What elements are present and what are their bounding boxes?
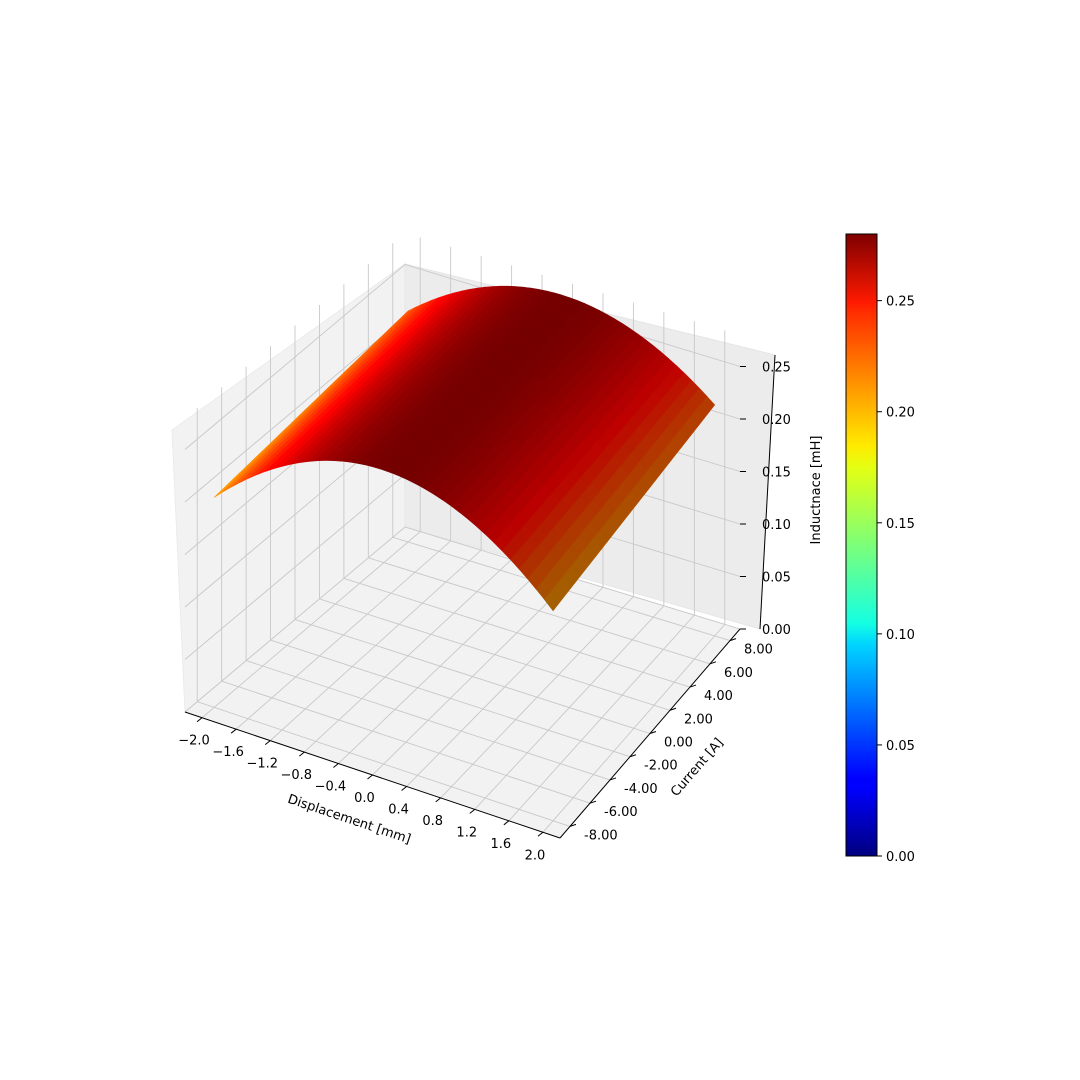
x-tick-mark — [264, 740, 271, 746]
x-tick-label: −1.2 — [246, 757, 278, 772]
y-tick-mark — [709, 661, 717, 665]
x-tick-mark — [230, 728, 237, 734]
x-tick-mark — [435, 797, 441, 803]
x-axis-label: Displacement [mm] — [286, 792, 413, 847]
y-tick-label: 6.00 — [724, 666, 753, 681]
x-tick-label: −2.0 — [178, 734, 210, 749]
y-tick-mark — [589, 800, 597, 804]
surface — [213, 285, 716, 612]
colorbar-tick-label: 0.15 — [886, 517, 915, 532]
y-tick-mark — [729, 638, 737, 642]
y-tick-label: -4.00 — [624, 782, 658, 797]
colorbar-gradient — [845, 233, 878, 857]
y-tick-label: -6.00 — [604, 805, 638, 820]
x-tick-mark — [196, 717, 203, 723]
x-tick-mark — [401, 786, 407, 791]
x-axis-ticks: −2.0−1.6−1.2−0.8−0.4 0.0 0.4 0.8 1.2 1.6 2.0 — [178, 717, 546, 863]
z-tick-label: 0.00 — [762, 623, 791, 638]
y-tick-label: 2.00 — [684, 712, 713, 727]
y-tick-mark — [629, 754, 637, 758]
x-tick-mark — [333, 763, 339, 768]
colorbar-tick-label: 0.00 — [886, 850, 915, 865]
x-tick-label: 0.8 — [422, 814, 443, 829]
x-tick-mark — [537, 831, 544, 837]
z-tick-label: 0.10 — [762, 518, 791, 533]
z-tick-label: 0.05 — [762, 571, 791, 586]
x-tick-label: −1.6 — [212, 745, 244, 760]
colorbar: 0.00 0.05 0.10 0.15 0.20 0.25 — [845, 233, 915, 865]
surface-face — [544, 592, 559, 612]
x-tick-label: 0.4 — [388, 802, 409, 817]
x-tick-label: −0.8 — [281, 768, 313, 783]
y-tick-mark — [609, 777, 617, 781]
y-tick-label: 4.00 — [704, 689, 733, 704]
z-axis-label: Inductnace [mH] — [809, 436, 824, 545]
x-tick-label: −0.4 — [315, 780, 347, 795]
x-tick-label: 1.6 — [491, 837, 512, 852]
y-tick-label: 0.00 — [664, 736, 693, 751]
y-tick-mark — [569, 823, 577, 827]
y-tick-label: 8.00 — [744, 643, 773, 658]
x-tick-mark — [299, 751, 305, 757]
x-tick-mark — [503, 820, 510, 826]
y-tick-mark — [689, 684, 697, 688]
x-tick-label: 2.0 — [525, 848, 546, 863]
z-tick-label: 0.15 — [762, 466, 791, 481]
x-tick-mark — [367, 774, 373, 780]
z-axis-ticks: 0.00 0.05 0.10 0.15 0.20 0.25 — [740, 361, 791, 638]
z-gridline — [184, 526, 741, 713]
x-tick-label: 1.2 — [456, 825, 477, 840]
colorbar-tick-label: 0.10 — [886, 628, 915, 643]
x-tick-mark — [469, 808, 476, 814]
z-tick-label: 0.20 — [762, 413, 791, 428]
y-tick-mark — [649, 731, 657, 734]
y-tick-label: -2.00 — [644, 759, 678, 774]
y-tick-label: -8.00 — [584, 828, 618, 843]
z-axis-line — [759, 354, 776, 630]
x-tick-label: 0.0 — [354, 791, 375, 806]
y-axis-ticks: -8.00 -6.00 -4.00 -2.00 0.00 2.00 4.00 6.00 8.00 — [569, 638, 773, 843]
colorbar-tick-label: 0.25 — [886, 295, 915, 310]
z-tick-label: 0.25 — [762, 361, 791, 376]
colorbar-tick-label: 0.20 — [886, 406, 915, 421]
colorbar-tick-label: 0.05 — [886, 739, 915, 754]
y-tick-mark — [669, 707, 677, 711]
colorbar-ticks: 0.00 0.05 0.10 0.15 0.20 0.25 — [877, 295, 915, 865]
